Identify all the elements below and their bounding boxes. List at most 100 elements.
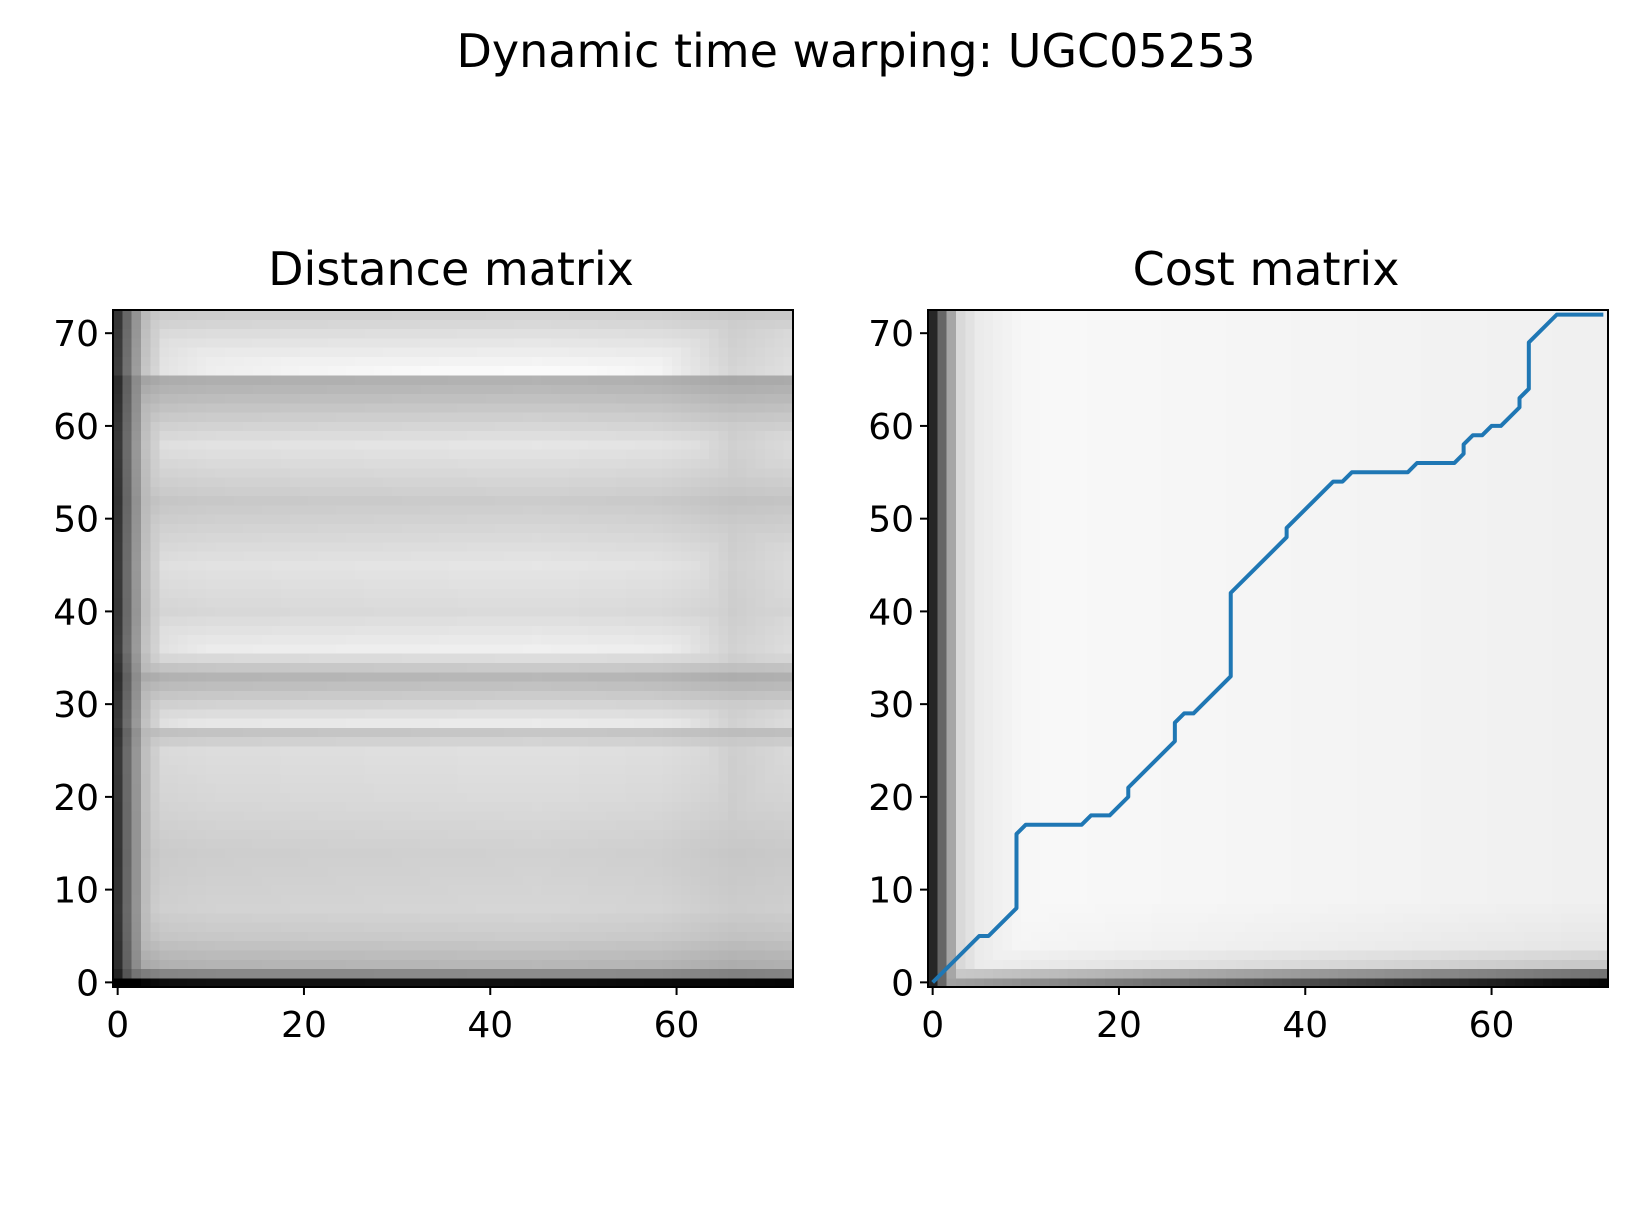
heatmap-cell xyxy=(113,847,123,858)
heatmap-cell xyxy=(634,949,645,960)
heatmap-cell xyxy=(560,421,571,432)
heatmap-cell xyxy=(616,857,626,868)
heatmap-cell xyxy=(671,643,682,654)
heatmap-cell xyxy=(355,541,366,552)
heatmap-cell xyxy=(466,866,477,877)
heatmap-cell xyxy=(401,718,412,728)
heatmap-cell xyxy=(113,495,123,506)
heatmap-cell xyxy=(168,495,179,506)
heatmap-cell xyxy=(588,634,598,645)
heatmap-cell xyxy=(187,458,198,469)
heatmap-cell xyxy=(560,847,571,858)
heatmap-cell xyxy=(299,857,310,868)
heatmap-cell xyxy=(262,532,272,543)
heatmap-cell xyxy=(206,884,217,895)
heatmap-cell xyxy=(727,903,738,914)
heatmap-cell xyxy=(150,820,161,830)
heatmap-cell xyxy=(317,959,328,970)
heatmap-cell xyxy=(224,745,235,756)
heatmap-cell xyxy=(560,365,571,376)
heatmap-cell xyxy=(746,671,757,682)
heatmap-cell xyxy=(243,365,254,376)
heatmap-cell xyxy=(234,347,245,357)
heatmap-cell xyxy=(476,755,487,766)
heatmap-cell xyxy=(662,486,673,497)
heatmap-cell xyxy=(429,365,440,376)
heatmap-cell xyxy=(411,903,421,914)
heatmap-cell xyxy=(252,773,263,784)
heatmap-cell xyxy=(122,643,133,654)
heatmap-cell xyxy=(289,467,300,478)
heatmap-cell xyxy=(401,755,412,766)
heatmap-cell xyxy=(271,884,282,895)
heatmap-cell xyxy=(783,829,794,840)
heatmap-cell xyxy=(150,829,161,840)
heatmap-cell xyxy=(597,782,608,793)
heatmap-cell xyxy=(113,560,123,571)
heatmap-cell xyxy=(532,977,543,988)
heatmap-cell xyxy=(234,764,245,775)
heatmap-cell xyxy=(671,504,682,515)
heatmap-cell xyxy=(783,486,794,497)
heatmap-cell xyxy=(606,690,617,701)
heatmap-cell xyxy=(625,801,636,812)
heatmap-cell xyxy=(709,922,720,932)
heatmap-cell xyxy=(411,745,421,756)
heatmap-cell xyxy=(494,439,505,450)
heatmap-cell xyxy=(466,578,477,589)
heatmap-cell xyxy=(336,514,347,524)
heatmap-cell xyxy=(634,773,645,784)
heatmap-cell xyxy=(625,875,636,886)
heatmap-cell xyxy=(746,968,757,979)
heatmap-cell xyxy=(317,857,328,868)
heatmap-cell xyxy=(746,820,757,830)
heatmap-cell xyxy=(690,495,701,506)
heatmap-cell xyxy=(671,412,682,422)
heatmap-cell xyxy=(373,810,384,821)
heatmap-cell xyxy=(476,884,487,895)
heatmap-cell xyxy=(289,402,300,413)
heatmap-cell xyxy=(234,421,245,432)
heatmap-cell xyxy=(317,643,328,654)
heatmap-cell xyxy=(643,439,654,450)
heatmap-cell xyxy=(159,931,170,942)
heatmap-cell xyxy=(122,365,133,376)
heatmap-cell xyxy=(709,690,720,701)
heatmap-cell xyxy=(466,374,477,385)
heatmap-cell xyxy=(140,736,151,747)
heatmap-cell xyxy=(755,755,766,766)
heatmap-cell xyxy=(364,486,375,497)
heatmap-cell xyxy=(122,634,133,645)
heatmap-cell xyxy=(271,903,282,914)
heatmap-cell xyxy=(383,523,394,534)
heatmap-cell xyxy=(597,829,608,840)
heatmap-cell xyxy=(308,829,319,840)
heatmap-cell xyxy=(699,606,710,617)
heatmap-cell xyxy=(681,764,692,775)
heatmap-cell xyxy=(439,393,449,404)
heatmap-cell xyxy=(485,523,496,534)
heatmap-cell xyxy=(196,755,207,766)
heatmap-cell xyxy=(150,912,161,923)
heatmap-cell xyxy=(513,504,524,515)
heatmap-cell xyxy=(616,551,626,561)
heatmap-cell xyxy=(727,374,738,385)
heatmap-cell xyxy=(634,504,645,515)
heatmap-cell xyxy=(401,764,412,775)
heatmap-cell xyxy=(439,690,449,701)
heatmap-cell xyxy=(634,458,645,469)
heatmap-cell xyxy=(634,653,645,664)
heatmap-cell xyxy=(681,829,692,840)
heatmap-cell xyxy=(457,801,468,812)
heatmap-cell xyxy=(336,523,347,534)
heatmap-cell xyxy=(271,782,282,793)
heatmap-cell xyxy=(420,959,431,970)
heatmap-cell xyxy=(560,662,571,673)
heatmap-cell xyxy=(709,374,720,385)
heatmap-cell xyxy=(168,820,179,830)
heatmap-cell xyxy=(513,365,524,376)
heatmap-cell xyxy=(411,532,421,543)
heatmap-cell xyxy=(671,551,682,561)
heatmap-cell xyxy=(224,968,235,979)
heatmap-cell xyxy=(392,430,403,441)
